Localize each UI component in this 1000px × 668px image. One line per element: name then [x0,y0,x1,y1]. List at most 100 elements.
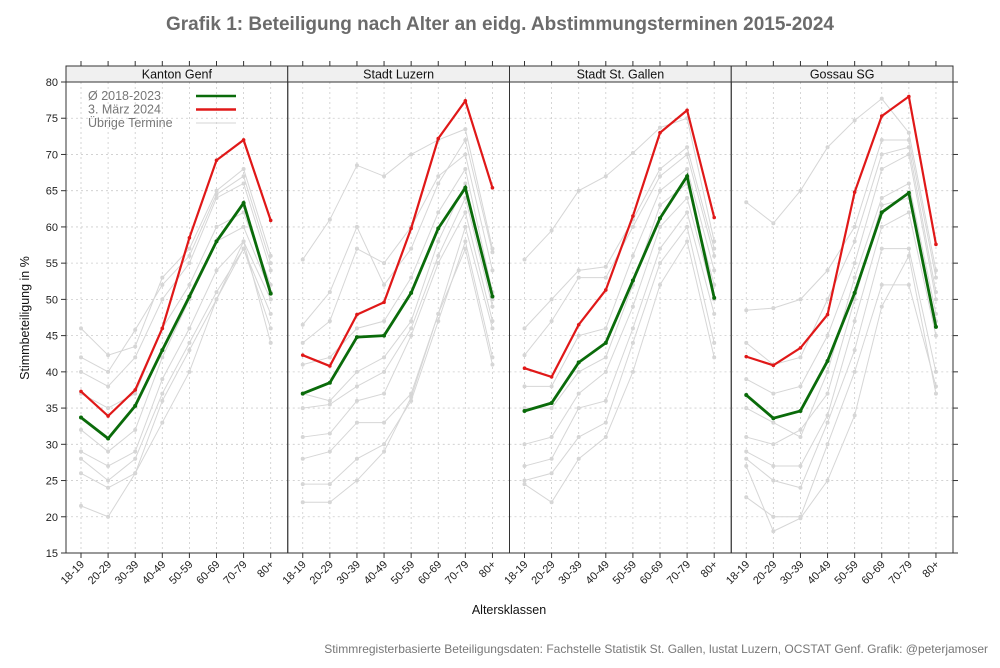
other-date-line [80,239,272,518]
march-2024-point [631,214,635,218]
other-date-point [300,362,305,367]
march-2024-point [825,312,830,317]
other-date-line [745,284,937,518]
avg-2018-2023-point [354,335,359,340]
avg-2018-2023-line [524,172,716,413]
other-date-point [268,340,273,345]
other-date-line [80,211,272,409]
other-date-point [906,145,911,150]
other-date-point [214,188,219,193]
other-date-point [160,377,165,382]
other-date-point [160,391,165,396]
other-date-point [879,282,884,287]
other-date-point [879,203,884,208]
other-date-point [354,478,359,483]
other-date-point [300,340,305,345]
other-date-point [852,239,857,244]
avg-2018-2023-point [798,408,803,413]
chart-title: Grafik 1: Beteiligung nach Alter an eidg… [166,14,834,35]
other-date-point [241,210,246,215]
march-2024-line [524,108,716,379]
march-2024-point [879,114,884,118]
other-date-point [490,326,495,331]
avg-2018-2023-point [744,393,749,398]
other-date-point [327,319,332,324]
other-date-point [933,275,938,280]
other-date-point [549,297,554,302]
x-tick-label: 40-49 [584,559,612,587]
other-date-point [268,297,273,302]
other-date-line [746,211,937,467]
other-date-point [825,268,830,273]
other-date-point [933,391,938,396]
march-2024-point [268,218,273,223]
other-date-point [187,261,192,266]
legend-label: Übrige Termine [88,116,173,130]
other-date-point [268,326,273,331]
other-date-line [524,196,715,445]
other-date-point [771,442,776,447]
other-date-point [133,355,138,360]
other-date-point [549,406,554,411]
other-date-point [160,275,165,280]
other-date-point [133,449,138,454]
x-tick-label: 40-49 [140,559,168,587]
x-tick-label: 20-29 [86,559,114,587]
avg-2018-2023-point [712,295,717,300]
avg-2018-2023-point [463,185,468,190]
other-date-point [382,369,387,374]
other-date-point [300,406,305,411]
other-date-point [712,246,717,251]
other-date-line [302,128,493,260]
other-date-point [712,282,717,287]
other-date-point [409,152,414,157]
other-date-point [658,261,662,266]
source-footer: Stimmregisterbasierte Beteiligungsdaten:… [324,642,988,656]
other-date-point [852,224,857,229]
other-date-point [603,420,608,425]
other-date-point [522,353,527,358]
other-date-point [490,304,495,309]
x-tick-label: 40-49 [362,559,390,587]
y-tick-label: 55 [46,258,58,270]
other-date-point [879,152,884,157]
other-date-point [658,174,662,179]
other-date-point [771,306,776,311]
x-tick-label: 30-39 [335,559,363,587]
other-date-point [409,246,414,251]
other-date-line [80,240,272,467]
other-date-line [524,117,715,260]
other-date-line [524,168,715,387]
other-date-point [133,344,138,349]
x-tick-label: 50-59 [832,559,860,587]
other-date-point [300,322,305,327]
other-date-point [771,420,776,425]
other-date-point [214,195,219,200]
x-tick-label: 30-39 [113,559,141,587]
other-date-point [852,118,857,123]
other-date-point [106,485,111,490]
other-date-point [214,268,219,273]
other-date-line [302,211,493,438]
march-2024-point [133,388,137,392]
other-date-point [463,224,468,229]
other-date-point [327,431,332,436]
x-tick-label: 70-79 [665,559,693,587]
avg-2018-2023-point [522,408,527,413]
other-date-point [603,326,608,331]
other-date-point [603,264,608,269]
other-date-point [300,482,305,487]
other-date-line [524,225,715,482]
other-date-line [745,97,937,271]
other-date-line [302,196,493,409]
other-date-point [658,282,662,287]
other-date-point [879,246,884,251]
other-date-point [490,268,495,273]
other-date-point [825,145,830,150]
other-date-point [490,250,495,255]
other-date-point [463,246,468,251]
avg-2018-2023-point [933,324,938,329]
avg-2018-2023-point [268,291,273,296]
other-date-point [382,261,387,266]
other-date-point [906,210,911,215]
